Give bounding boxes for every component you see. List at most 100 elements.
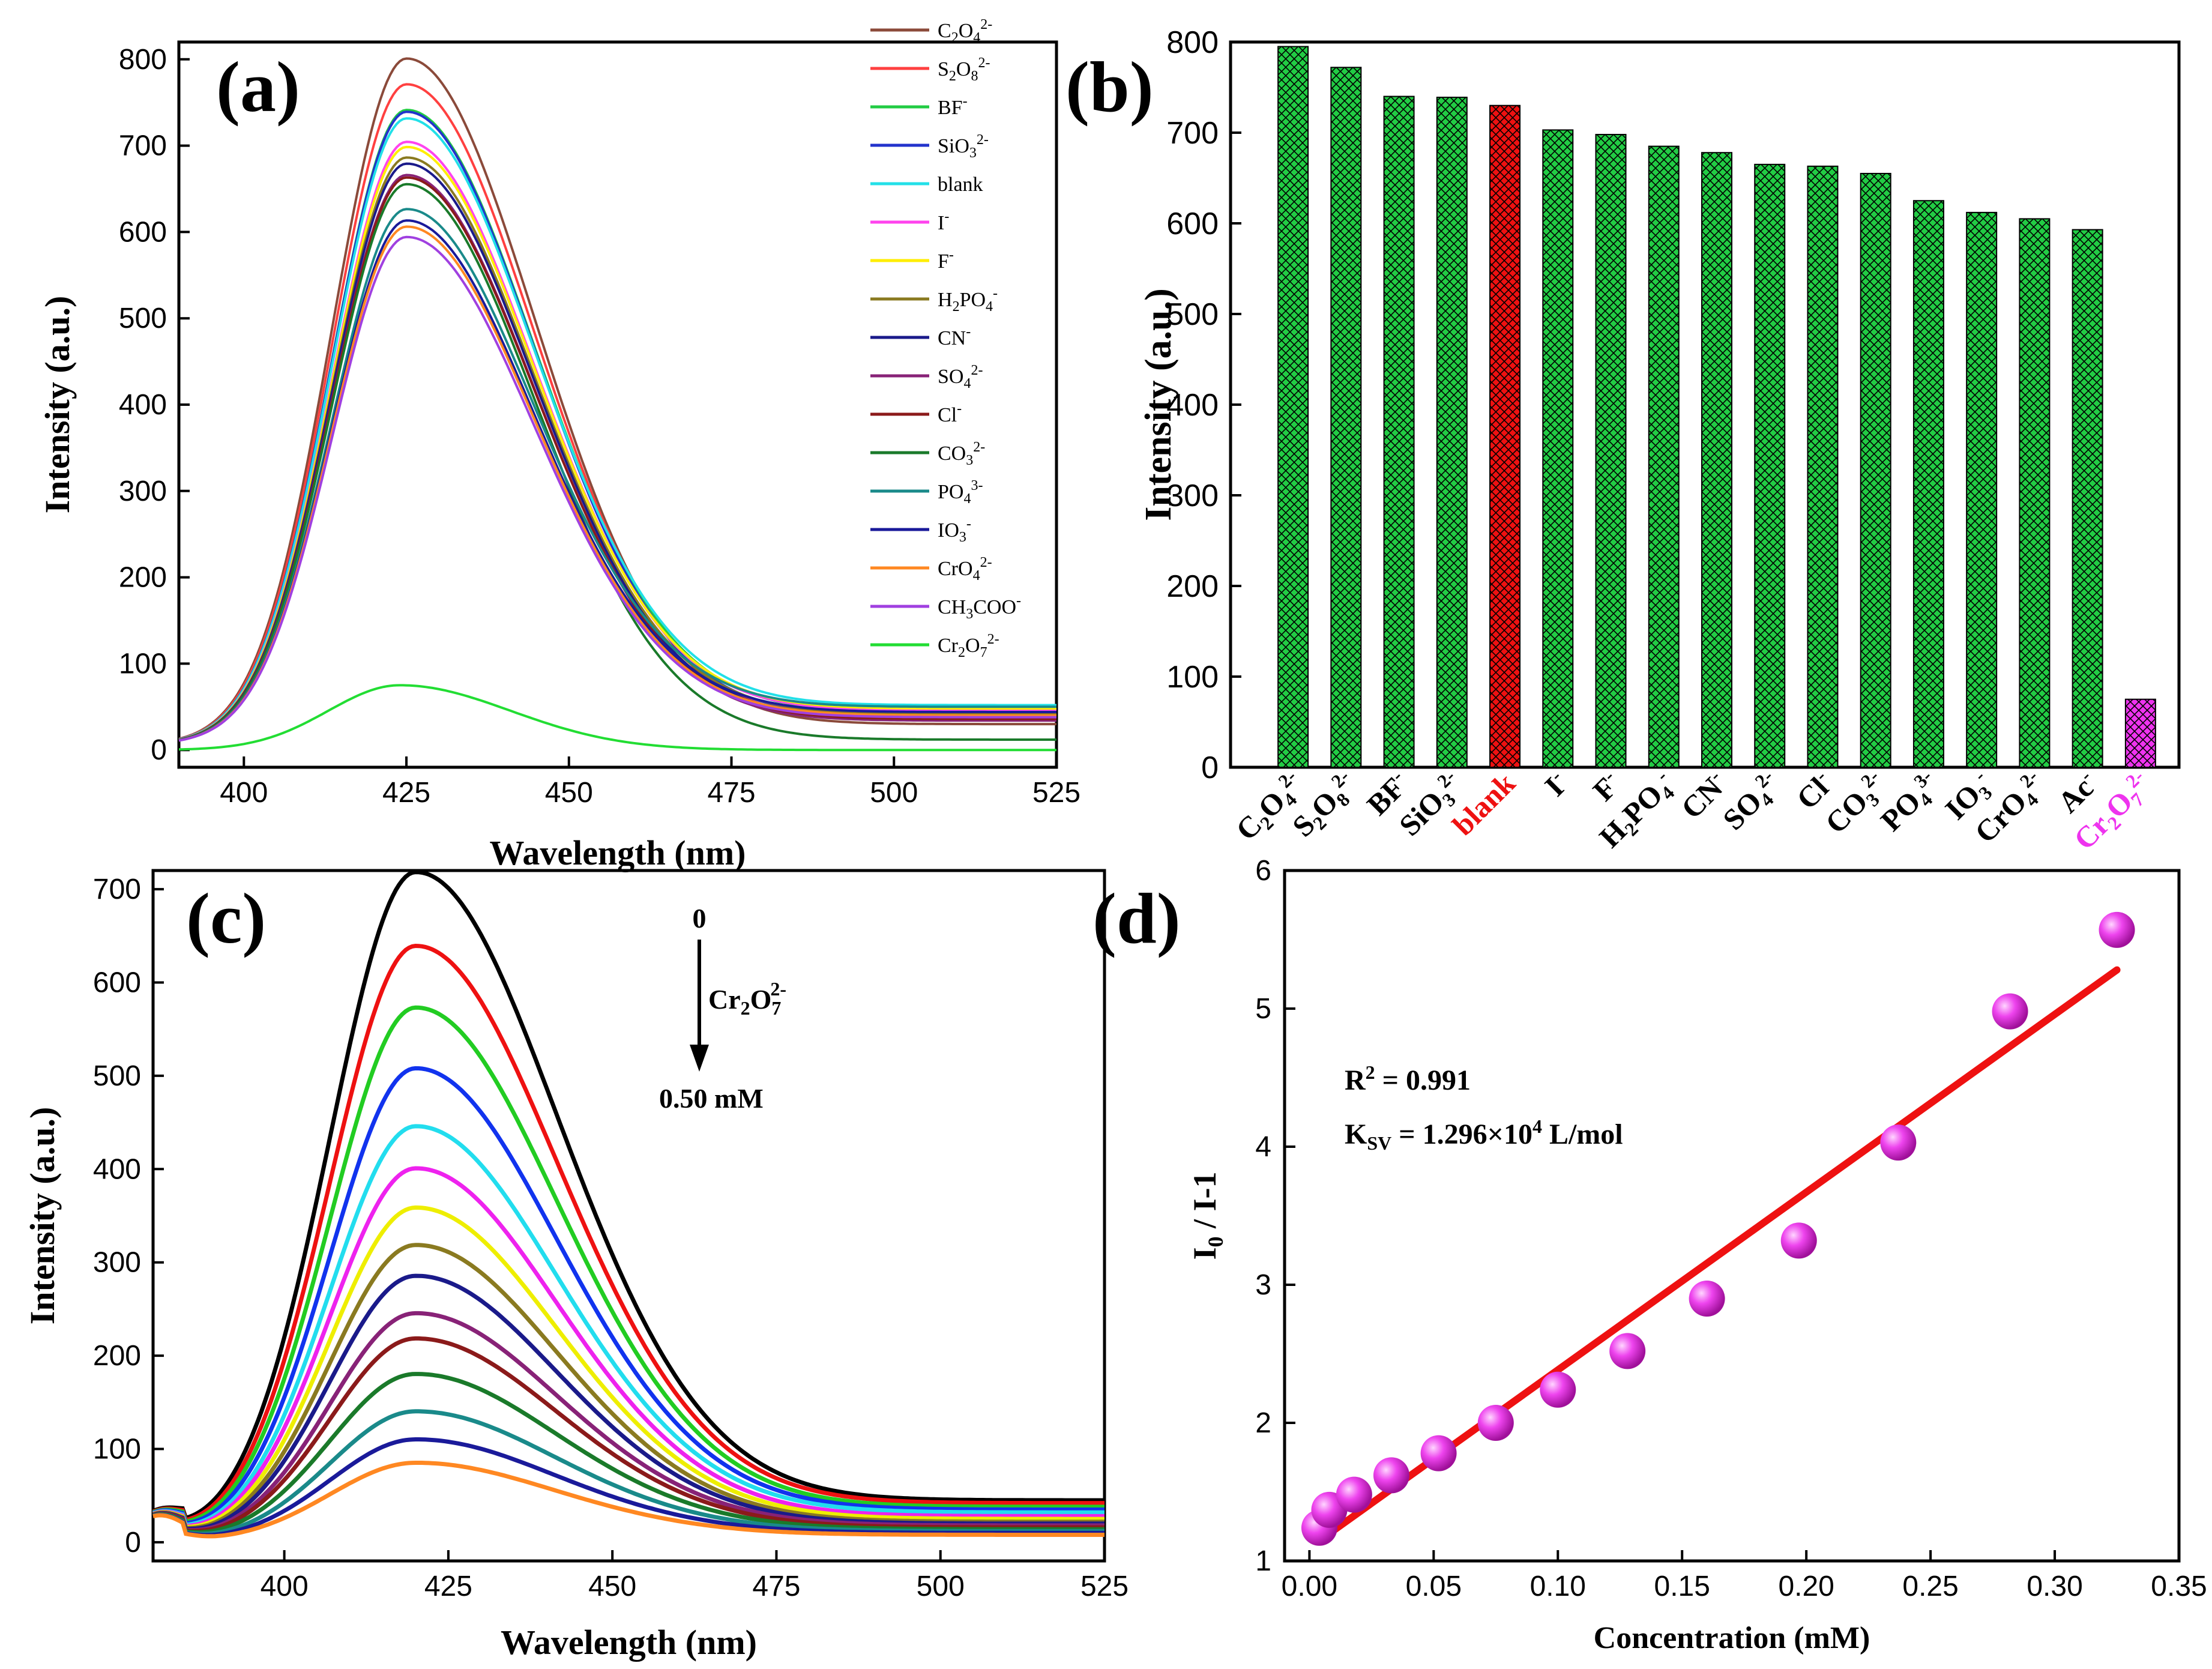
data-point xyxy=(1477,1405,1514,1441)
ksv-annotation: KSV = 1.296×104 L/mol xyxy=(1345,1115,1623,1154)
data-point xyxy=(1420,1435,1457,1471)
legend-label: BF- xyxy=(938,94,968,119)
x-tick-label: 425 xyxy=(424,1571,472,1602)
y-tick-label: 300 xyxy=(1166,478,1219,513)
legend-label: SO42- xyxy=(938,363,983,391)
y-tick-label: 200 xyxy=(1166,569,1219,604)
series-line-a xyxy=(178,684,1056,752)
y-axis-label: Intensity (a.u.) xyxy=(38,296,77,514)
panel-label-d: (d) xyxy=(1092,878,1181,958)
panel-label-b: (b) xyxy=(1065,47,1154,127)
x-tick-label: 400 xyxy=(220,777,268,809)
series-line-c xyxy=(152,870,1104,1521)
bar xyxy=(1912,200,1944,768)
bar xyxy=(1436,97,1468,768)
bar xyxy=(2019,218,2051,768)
y-tick-label: 0 xyxy=(151,734,167,766)
y-tick-label: 400 xyxy=(1166,388,1219,423)
y-tick-label: 700 xyxy=(93,874,141,905)
x-tick-label: 0.15 xyxy=(1654,1571,1710,1602)
x-tick-label: 525 xyxy=(1032,777,1080,809)
legend-label: SiO32- xyxy=(938,132,989,161)
annotation-top: 0 xyxy=(693,903,707,934)
y-tick-label: 4 xyxy=(1255,1131,1271,1163)
x-tick-label: 475 xyxy=(752,1571,800,1602)
bar-tick-label: SO42- xyxy=(1716,765,1789,839)
bar-tick-label: C2O42- xyxy=(1228,765,1312,850)
y-tick-label: 500 xyxy=(119,303,167,334)
y-tick-label: 800 xyxy=(1166,25,1219,60)
bar xyxy=(1701,152,1732,768)
y-tick-label: 0 xyxy=(1201,750,1219,785)
x-axis-label: Concentration (mM) xyxy=(1594,1621,1870,1655)
y-tick-label: 200 xyxy=(93,1340,141,1372)
y-tick-label: 0 xyxy=(125,1527,141,1559)
series-line-c xyxy=(152,1005,1104,1524)
legend-label: F- xyxy=(938,247,954,273)
data-point xyxy=(1880,1124,1917,1161)
y-tick-label: 800 xyxy=(119,44,167,76)
x-tick-label: 475 xyxy=(707,777,755,809)
bar-tick-label: Ac- xyxy=(2051,765,2105,819)
bar xyxy=(1277,46,1309,768)
series-line-c xyxy=(152,1205,1104,1530)
y-tick-label: 100 xyxy=(119,648,167,680)
axes-frame xyxy=(151,869,1106,1563)
panel-d: 1 2 3 4 5 6 0.00 0.05 0.10 0.15 0.20 0.25 0.30 0.35 Co… xyxy=(1092,855,2207,1655)
legend-label: PO43- xyxy=(938,478,983,507)
legend-label: Cl- xyxy=(938,401,962,426)
panel-c: 0 100 200 300 400 500 600 700 400 425 450 475 500 525… xyxy=(23,869,1129,1662)
x-tick-label: 500 xyxy=(917,1571,965,1602)
y-tick-label: 600 xyxy=(93,967,141,998)
legend-label: CN- xyxy=(938,324,971,349)
y-tick-label: 600 xyxy=(1166,207,1219,241)
y-tick-label: 100 xyxy=(93,1434,141,1465)
x-tick-label: 0.35 xyxy=(2151,1571,2207,1602)
bar-tick-label: I- xyxy=(1537,765,1575,803)
y-axis-label: I0 / I-1 xyxy=(1187,1171,1228,1260)
y-tick-label: 600 xyxy=(119,216,167,248)
series-line-c xyxy=(152,1066,1104,1526)
axes-frame xyxy=(1283,869,2181,1563)
x-tick-label: 400 xyxy=(261,1571,309,1602)
x-tick-label: 525 xyxy=(1080,1571,1129,1602)
series-line-c xyxy=(152,1461,1104,1539)
series-line-c xyxy=(152,1166,1104,1529)
bar xyxy=(1489,104,1521,768)
legend-label: Cr2O72- xyxy=(938,632,999,660)
bar xyxy=(2124,698,2156,768)
legend-label: blank xyxy=(938,174,983,196)
series-line-c xyxy=(152,943,1104,1523)
legend-label: H2PO4- xyxy=(938,286,998,315)
r-squared-annotation: R2 = 0.991 xyxy=(1345,1061,1471,1096)
bar xyxy=(1595,134,1627,768)
x-axis-label: Wavelength (nm) xyxy=(490,833,746,872)
x-tick-label: 0.20 xyxy=(1778,1571,1834,1602)
y-tick-label: 300 xyxy=(93,1247,141,1279)
y-tick-label: 400 xyxy=(119,389,167,421)
data-point xyxy=(1609,1333,1646,1369)
series-line-a xyxy=(178,225,1056,742)
annotation-bottom: 0.50 mM xyxy=(659,1083,764,1114)
legend-label: S2O82- xyxy=(938,55,990,84)
y-tick-label: 2 xyxy=(1255,1407,1271,1439)
y-tick-label: 6 xyxy=(1255,855,1271,887)
data-point xyxy=(1540,1371,1576,1408)
bar xyxy=(1330,67,1362,768)
data-point xyxy=(2099,911,2135,948)
series-line-c xyxy=(152,1124,1104,1527)
data-point xyxy=(1780,1222,1817,1259)
series-line-a xyxy=(178,208,1056,742)
panel-a: 0 100 200 300 400 500 600 700 800 400 425 450 475 500… xyxy=(38,17,1080,872)
axes-frame xyxy=(177,40,1058,769)
legend-label: IO3- xyxy=(938,516,971,545)
bar-tick-label: PO43- xyxy=(1873,765,1948,841)
x-tick-label: 0.10 xyxy=(1530,1571,1586,1602)
y-axis-label: Intensity (a.u.) xyxy=(23,1107,62,1325)
bar xyxy=(1383,95,1415,768)
y-tick-label: 200 xyxy=(119,562,167,594)
legend-label: CO32- xyxy=(938,439,985,468)
series-line-a xyxy=(178,235,1056,742)
legend-label: I- xyxy=(938,209,949,234)
